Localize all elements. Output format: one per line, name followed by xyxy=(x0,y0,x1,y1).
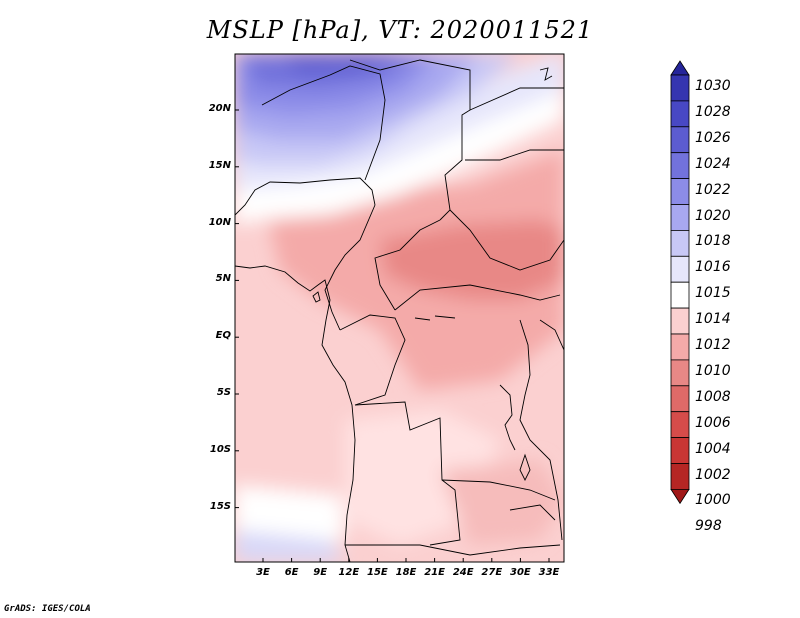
lat-label: 15N xyxy=(208,159,231,171)
colorbar-label: 1018 xyxy=(695,233,731,250)
colorbar-label: 1002 xyxy=(695,466,731,483)
lat-label: 10N xyxy=(208,216,231,228)
colorbar-label: 1008 xyxy=(695,388,731,405)
colorbar-label: 1028 xyxy=(695,103,731,120)
lon-label: 6E xyxy=(284,567,299,578)
colorbar-swatch xyxy=(670,307,690,335)
colorbar-swatch xyxy=(670,411,690,439)
colorbar-swatch xyxy=(670,100,690,128)
colorbar xyxy=(670,60,690,505)
colorbar-swatch xyxy=(670,152,690,179)
colorbar-swatch xyxy=(670,229,690,257)
colorbar-label: 1004 xyxy=(695,440,731,457)
colorbar-label: 1000 xyxy=(695,492,731,509)
colorbar-label: 1010 xyxy=(695,362,731,379)
lon-label: 18E xyxy=(395,567,417,578)
colorbar-label: 998 xyxy=(695,518,722,535)
colorbar-swatch xyxy=(670,178,690,205)
colorbar-swatch xyxy=(670,255,690,283)
axis-ticks xyxy=(235,109,550,562)
colorbar-swatch xyxy=(670,281,690,309)
lon-label: 27E xyxy=(481,567,503,578)
lat-label: 20N xyxy=(208,103,231,114)
lat-label: 5N xyxy=(215,273,231,285)
colorbar-swatch xyxy=(670,385,690,413)
lon-label: 3E xyxy=(256,567,270,578)
colorbar-swatch xyxy=(670,74,690,102)
colorbar-swatch xyxy=(670,359,690,387)
colorbar-label: 1014 xyxy=(695,311,731,328)
lon-label: 12E xyxy=(338,567,360,578)
mslp-field xyxy=(235,54,564,562)
colorbar-label: 1012 xyxy=(695,337,731,353)
colorbar-label: 1024 xyxy=(695,155,731,172)
colorbar-swatch xyxy=(670,333,690,361)
colorbar-swatch xyxy=(670,437,690,464)
colorbar-label: 1026 xyxy=(695,129,731,146)
colorbar-bottom-arrow xyxy=(670,488,690,505)
lat-label: 10S xyxy=(209,443,231,455)
lon-label: 15E xyxy=(367,567,388,578)
lon-label: 30E xyxy=(510,567,531,578)
map-frame xyxy=(234,53,565,563)
colorbar-label: 1016 xyxy=(695,259,731,276)
colorbar-label: 1030 xyxy=(695,78,731,94)
colorbar-label: 1006 xyxy=(695,414,731,431)
colorbar-label: 1020 xyxy=(695,207,731,224)
lon-label: 9E xyxy=(313,567,328,578)
grads-credit: GrADS: IGES/COLA xyxy=(4,604,91,614)
lat-label: EQ xyxy=(215,330,231,342)
lon-label: 24E xyxy=(452,567,474,578)
colorbar-swatch xyxy=(670,463,690,490)
colorbar-label: 1015 xyxy=(695,285,731,302)
colorbar-top-arrow xyxy=(670,60,690,76)
lat-label: 5S xyxy=(216,387,231,398)
colorbar-label: 1022 xyxy=(695,181,731,198)
lon-label: 33E xyxy=(538,567,560,578)
lat-label: 15S xyxy=(209,500,231,512)
colorbar-swatch xyxy=(670,126,690,154)
lon-label: 21E xyxy=(424,567,445,578)
map-title: MSLP [hPa], VT: 2020011521 xyxy=(206,16,594,44)
country-borders xyxy=(235,59,564,562)
colorbar-swatch xyxy=(670,204,690,231)
coastline xyxy=(235,265,356,562)
